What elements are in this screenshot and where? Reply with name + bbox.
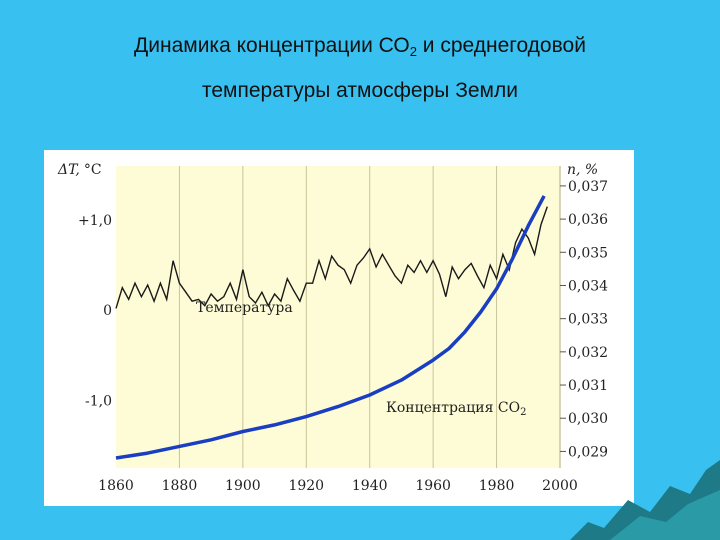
title-text-a: Динамика концентрации СО xyxy=(134,34,410,57)
slide-title-line-2: температуры атмосферы Земли xyxy=(202,79,518,102)
left-axis-ticks: +1,0 0 -1,0 xyxy=(78,213,112,409)
right-tick-label: 0,035 xyxy=(568,245,608,261)
temperature-annotation: Температура xyxy=(196,300,293,316)
chart: +1,0 0 -1,0 0,029 0,030 0,031 0,032 0,033 0,034… xyxy=(57,162,608,494)
left-axis-symbol: ΔT, xyxy=(57,162,80,178)
x-tick-label: 2000 xyxy=(542,478,578,494)
left-tick-label: 0 xyxy=(103,303,112,319)
left-tick-label: -1,0 xyxy=(85,393,112,409)
right-tick-label: 0,030 xyxy=(568,411,608,427)
slide-title-line-1: Динамика концентрации СО2 и среднегодово… xyxy=(0,34,720,59)
right-tick-label: 0,033 xyxy=(568,312,608,328)
left-tick-label: +1,0 xyxy=(78,213,112,229)
x-tick-label: 1960 xyxy=(415,478,451,494)
title-subscript: 2 xyxy=(409,44,417,59)
right-tick-label: 0,029 xyxy=(568,444,608,460)
x-tick-label: 1920 xyxy=(288,478,324,494)
x-tick-label: 1900 xyxy=(225,478,261,494)
plot-area xyxy=(116,166,560,468)
mountain-shape-front xyxy=(610,490,720,540)
right-tick-label: 0,034 xyxy=(568,278,608,294)
x-tick-label: 1860 xyxy=(98,478,134,494)
right-tick-label: 0,031 xyxy=(568,378,608,394)
x-tick-label: 1940 xyxy=(352,478,388,494)
co2-annotation: Концентрация СО2 xyxy=(386,400,526,418)
co2-series-line xyxy=(115,195,546,460)
right-tick-label: 0,032 xyxy=(568,345,608,361)
co2-annotation-sub: 2 xyxy=(520,407,526,418)
right-tick-label: 0,036 xyxy=(568,212,608,228)
right-axis-ticks: 0,029 0,030 0,031 0,032 0,033 0,034 0,035 0,036… xyxy=(560,179,608,460)
left-axis-label: ΔT, °C xyxy=(57,162,102,178)
x-tick-label: 1880 xyxy=(162,478,198,494)
right-tick-label: 0,037 xyxy=(568,179,608,195)
right-axis-label: n, % xyxy=(567,162,598,178)
left-axis-unit: °C xyxy=(84,162,102,178)
x-axis-ticks: 1860 1880 1900 1920 1940 1960 1980 2000 xyxy=(98,478,578,494)
chart-panel: +1,0 0 -1,0 0,029 0,030 0,031 0,032 0,033 0,034… xyxy=(44,150,634,506)
title-text-b: и среднегодовой xyxy=(416,34,586,57)
co2-annotation-text: Концентрация СО xyxy=(386,400,520,416)
temperature-series-line xyxy=(115,206,548,309)
grid xyxy=(178,166,561,468)
x-tick-label: 1980 xyxy=(479,478,515,494)
decorative-mountain xyxy=(570,460,720,540)
